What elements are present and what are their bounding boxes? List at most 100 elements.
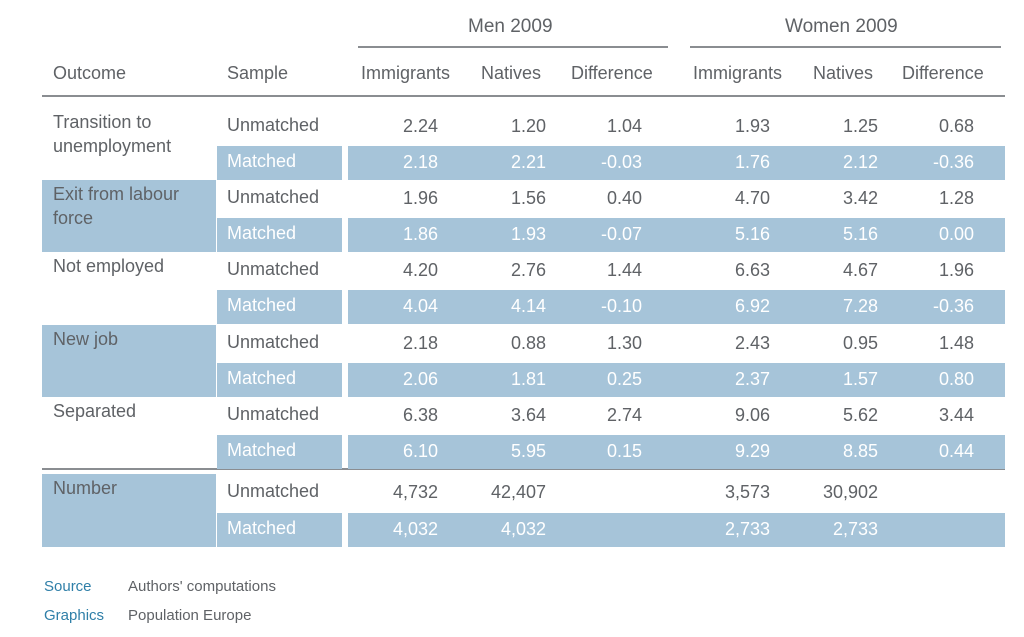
value-cell: 0.44 (938, 441, 974, 461)
value-cell: 0.68 (938, 116, 974, 136)
value-cell: 0.88 (510, 333, 546, 353)
value-cell: -0.36 (932, 296, 974, 316)
sample-label: Matched (227, 295, 297, 315)
value-cell: 4.14 (510, 296, 546, 316)
value-cell: 2.18 (402, 152, 438, 172)
number-rule (42, 468, 1005, 470)
col-header-men-natives: Natives (481, 63, 542, 83)
value-cell: 5.95 (510, 441, 546, 461)
group-rule-men (358, 46, 668, 48)
value-cell: 5.16 (734, 224, 770, 244)
outcome-label: Not employed (53, 256, 165, 276)
matched-row-bg (217, 146, 342, 180)
value-cell: 2.74 (606, 405, 642, 425)
value-cell: 1.04 (606, 116, 642, 136)
value-cell: 1.93 (510, 224, 546, 244)
value-cell: 8.85 (842, 441, 878, 461)
value-cell: 3,573 (724, 482, 770, 502)
value-cell: 4.70 (734, 188, 770, 208)
group-header-men: Men 2009 (468, 16, 553, 37)
col-header-men-immigrants: Immigrants (361, 63, 451, 83)
col-header-women-difference: Difference (902, 63, 984, 83)
value-cell: 1.76 (734, 152, 770, 172)
sample-label: Matched (227, 518, 297, 538)
matched-row-bg (217, 290, 342, 324)
graphics-value: Population Europe (128, 607, 252, 624)
value-cell: 1.57 (842, 369, 878, 389)
outcome-label: New job (53, 329, 119, 349)
col-header-women-immigrants: Immigrants (693, 63, 783, 83)
value-cell: 2.76 (510, 260, 546, 280)
outcome-cell-bg (42, 474, 216, 547)
value-cell: 30,902 (822, 482, 878, 502)
value-cell: 6.63 (734, 260, 770, 280)
value-cell: 42,407 (490, 482, 546, 502)
value-cell: 1.86 (402, 224, 438, 244)
value-cell: -0.10 (600, 296, 642, 316)
sample-label: Matched (227, 151, 297, 171)
sample-label: Matched (227, 368, 297, 388)
value-cell: 7.28 (842, 296, 878, 316)
value-cell: 3.42 (842, 188, 878, 208)
value-cell: 4.67 (842, 260, 878, 280)
value-cell: 1.93 (734, 116, 770, 136)
outcome-cell-bg (42, 180, 216, 252)
col-header-sample: Sample (227, 63, 289, 83)
value-cell: -0.07 (600, 224, 642, 244)
sample-label: Matched (227, 223, 297, 243)
value-cell: 1.56 (510, 188, 546, 208)
matched-row-bg (217, 218, 342, 252)
value-cell: 2.06 (402, 369, 438, 389)
value-cell: 1.96 (938, 260, 974, 280)
value-cell: 1.81 (510, 369, 546, 389)
value-cell: 2.37 (734, 369, 770, 389)
matched-row-bg (348, 363, 1005, 397)
matched-row-bg (348, 146, 1005, 180)
value-cell: -0.03 (600, 152, 642, 172)
value-cell: 0.80 (938, 369, 974, 389)
value-cell: 0.40 (606, 188, 642, 208)
value-cell: 1.25 (842, 116, 878, 136)
sample-label: Matched (227, 440, 297, 460)
value-cell: 3.64 (510, 405, 546, 425)
col-header-outcome: Outcome (53, 63, 127, 83)
value-cell: 3.44 (938, 405, 974, 425)
value-cell: 2,733 (832, 519, 878, 539)
matched-row-bg (348, 513, 1005, 547)
group-rule-women (690, 46, 1001, 48)
col-header-women-natives: Natives (813, 63, 874, 83)
col-header-men-difference: Difference (571, 63, 653, 83)
matched-row-bg (217, 363, 342, 397)
sample-label: Unmatched (227, 481, 320, 501)
matched-row-bg (348, 218, 1005, 252)
value-cell: 0.95 (842, 333, 878, 353)
value-cell: 4.04 (402, 296, 438, 316)
value-cell: 6.92 (734, 296, 770, 316)
value-cell: 2.43 (734, 333, 770, 353)
value-cell: 2,733 (724, 519, 770, 539)
value-cell: 0.15 (606, 441, 642, 461)
matched-row-bg (348, 435, 1005, 469)
value-cell: 1.30 (606, 333, 642, 353)
outcome-label: Transition to unemployment (53, 112, 172, 156)
value-cell: 9.29 (734, 441, 770, 461)
value-cell: 6.10 (402, 441, 438, 461)
value-cell: 2.18 (402, 333, 438, 353)
sample-label: Unmatched (227, 259, 320, 279)
value-cell: 0.00 (938, 224, 974, 244)
value-cell: 2.24 (402, 116, 438, 136)
value-cell: -0.36 (932, 152, 974, 172)
value-cell: 4.20 (402, 260, 438, 280)
value-cell: 1.44 (606, 260, 642, 280)
value-cell: 1.20 (510, 116, 546, 136)
value-cell: 0.25 (606, 369, 642, 389)
value-cell: 4,732 (392, 482, 438, 502)
value-cell: 9.06 (734, 405, 770, 425)
value-cell: 4,032 (500, 519, 546, 539)
sample-label: Unmatched (227, 115, 320, 135)
value-cell: 5.62 (842, 405, 878, 425)
sample-label: Unmatched (227, 404, 320, 424)
value-cell: 1.96 (402, 188, 438, 208)
source-label: Source (44, 578, 92, 595)
header-rule (42, 95, 1005, 97)
